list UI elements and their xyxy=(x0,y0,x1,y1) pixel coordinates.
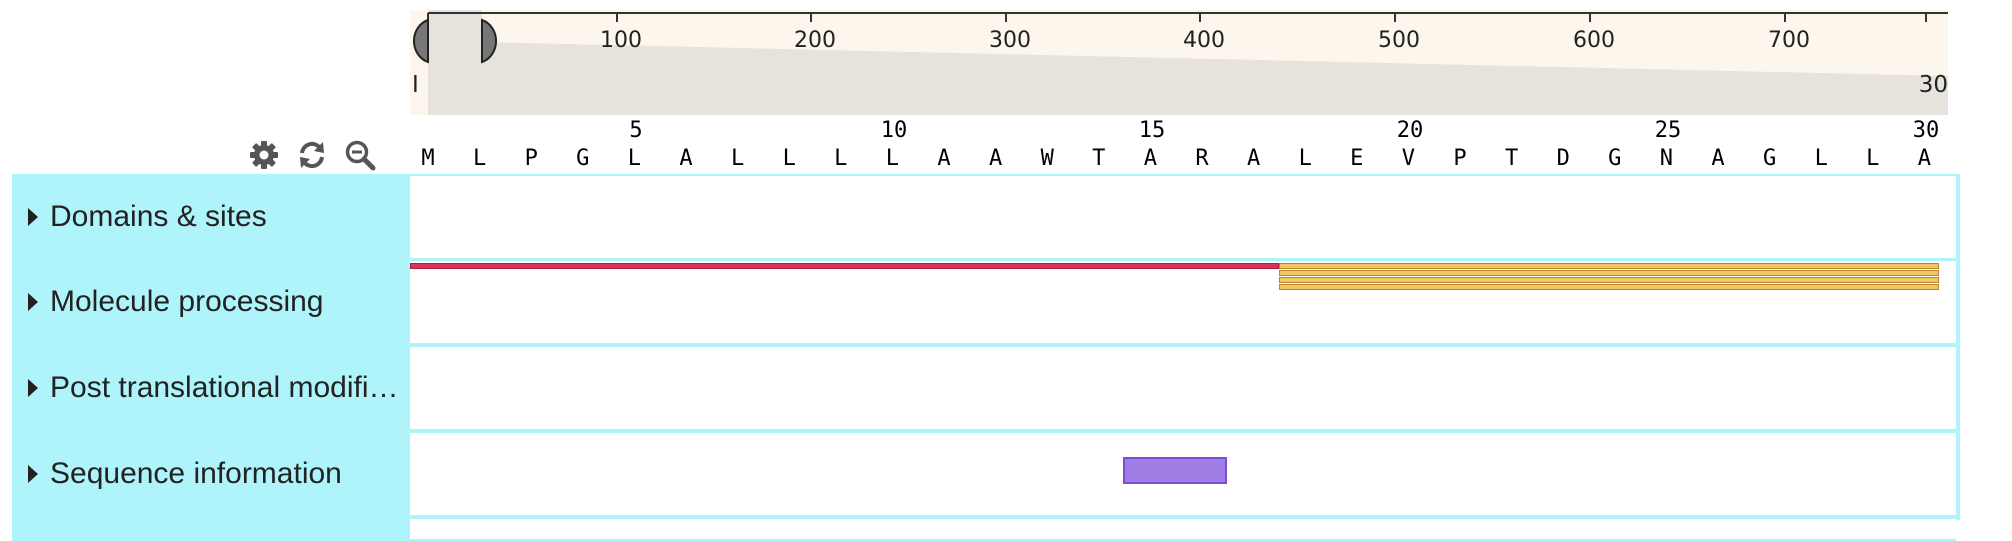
residue-letter: A xyxy=(1711,146,1725,171)
track-area xyxy=(410,433,1956,515)
residue-letter: G xyxy=(576,146,590,171)
residue-letter: P xyxy=(1453,146,1467,171)
zoom-out-button[interactable] xyxy=(341,136,379,174)
track-header-next[interactable] xyxy=(12,519,410,539)
zoom-end-label: 30 xyxy=(1918,72,1948,98)
feature-tracks: Domains & sites Molecule processing Post… xyxy=(12,174,1960,541)
residue-letter: V xyxy=(1401,146,1416,171)
track-area xyxy=(410,176,1956,258)
position-label: 10 xyxy=(880,118,908,143)
residue-letter: L xyxy=(885,146,900,171)
chain-feature[interactable] xyxy=(1279,284,1939,290)
residue-letter: N xyxy=(1659,146,1674,171)
expand-caret-icon xyxy=(28,379,38,397)
track-domains-sites: Domains & sites xyxy=(12,174,1956,260)
track-label: Domains & sites xyxy=(50,200,267,233)
sequence-feature[interactable] xyxy=(1123,457,1227,484)
expand-caret-icon xyxy=(28,465,38,483)
zoom-handle-left[interactable] xyxy=(413,18,429,64)
chain-feature[interactable] xyxy=(1279,277,1939,283)
track-molecule-processing: Molecule processing xyxy=(12,259,1956,345)
residue-letter: L xyxy=(1814,146,1828,171)
zoom-out-icon xyxy=(345,140,376,171)
position-label: 5 xyxy=(629,118,643,143)
track-header-post-translational[interactable]: Post translational modifi… xyxy=(12,347,410,429)
settings-button[interactable] xyxy=(245,136,283,174)
signal-peptide-feature[interactable] xyxy=(410,263,1279,269)
track-area xyxy=(410,261,1956,343)
ruler-tick-label: 300 xyxy=(989,28,1031,53)
track-header-molecule-processing[interactable]: Molecule processing xyxy=(12,261,410,343)
residue-letter: A xyxy=(1143,146,1158,171)
expand-caret-icon xyxy=(28,293,38,311)
residue-letter: A xyxy=(937,146,951,171)
residue-letter: E xyxy=(1350,146,1364,171)
track-label: Molecule processing xyxy=(50,285,324,318)
ruler-graphic xyxy=(413,10,1948,115)
track-post-translational: Post translational modifi… xyxy=(12,345,1956,431)
overview-ruler[interactable]: 100 200 300 400 500 600 700 I 30 xyxy=(410,10,1948,115)
residue-letter: L xyxy=(834,146,848,171)
track-label: Sequence information xyxy=(50,457,342,490)
zoom-window[interactable] xyxy=(428,10,482,76)
zoom-handle-right[interactable] xyxy=(481,18,497,64)
residue-letter: R xyxy=(1195,146,1209,171)
track-label: Post translational modifi… xyxy=(50,371,399,404)
ruler-tick-label: 500 xyxy=(1378,28,1420,53)
track-header-domains-sites[interactable]: Domains & sites xyxy=(12,176,410,258)
chain-feature[interactable] xyxy=(1279,263,1939,269)
residue-letter: L xyxy=(1298,146,1312,171)
position-label: 25 xyxy=(1654,118,1682,143)
residue-letter: P xyxy=(524,146,538,171)
track-next xyxy=(12,517,1956,541)
residue-letter: L xyxy=(1866,146,1880,171)
ruler-tick-label: 200 xyxy=(794,28,836,53)
residue-letter: L xyxy=(627,146,642,171)
residue-letter: A xyxy=(988,146,1003,171)
track-area xyxy=(410,347,1956,429)
track-sequence-information: Sequence information xyxy=(12,431,1956,517)
sequence-row: 5 10 15 20 25 30 M L P G L A L L L L A A W T A R A L E V P T D… xyxy=(410,118,1948,171)
zoom-projection xyxy=(428,42,1948,115)
ruler-tick-label: 100 xyxy=(600,28,642,53)
reset-button[interactable] xyxy=(293,136,331,174)
residue-letter: W xyxy=(1040,146,1054,171)
position-label: 30 xyxy=(1912,118,1940,143)
residue-letter: L xyxy=(782,146,796,171)
refresh-icon xyxy=(300,141,324,169)
gear-icon xyxy=(250,141,278,169)
residue-letter: A xyxy=(679,146,693,171)
track-header-sequence-information[interactable]: Sequence information xyxy=(12,433,410,515)
residue-letter: G xyxy=(1608,146,1622,171)
chain-feature[interactable] xyxy=(1279,270,1939,276)
residue-letter: A xyxy=(1246,146,1261,171)
residue-letter: T xyxy=(1092,146,1106,171)
residue-letter: T xyxy=(1504,146,1519,171)
ruler-tick-label: 700 xyxy=(1768,28,1810,53)
expand-caret-icon xyxy=(28,208,38,226)
toolbar xyxy=(245,136,379,176)
ruler-tick-label: 600 xyxy=(1573,28,1615,53)
residue-letter: L xyxy=(730,146,745,171)
residue-letter: G xyxy=(1762,146,1777,171)
position-label: 20 xyxy=(1396,118,1424,143)
residue-letter: D xyxy=(1556,146,1570,171)
position-label: 15 xyxy=(1138,118,1166,143)
zoom-start-label: I xyxy=(412,72,419,98)
residue-letter: L xyxy=(472,146,487,171)
residue-letter: A xyxy=(1917,146,1932,171)
ruler-tick-label: 400 xyxy=(1183,28,1225,53)
residue-letter: M xyxy=(421,146,435,171)
